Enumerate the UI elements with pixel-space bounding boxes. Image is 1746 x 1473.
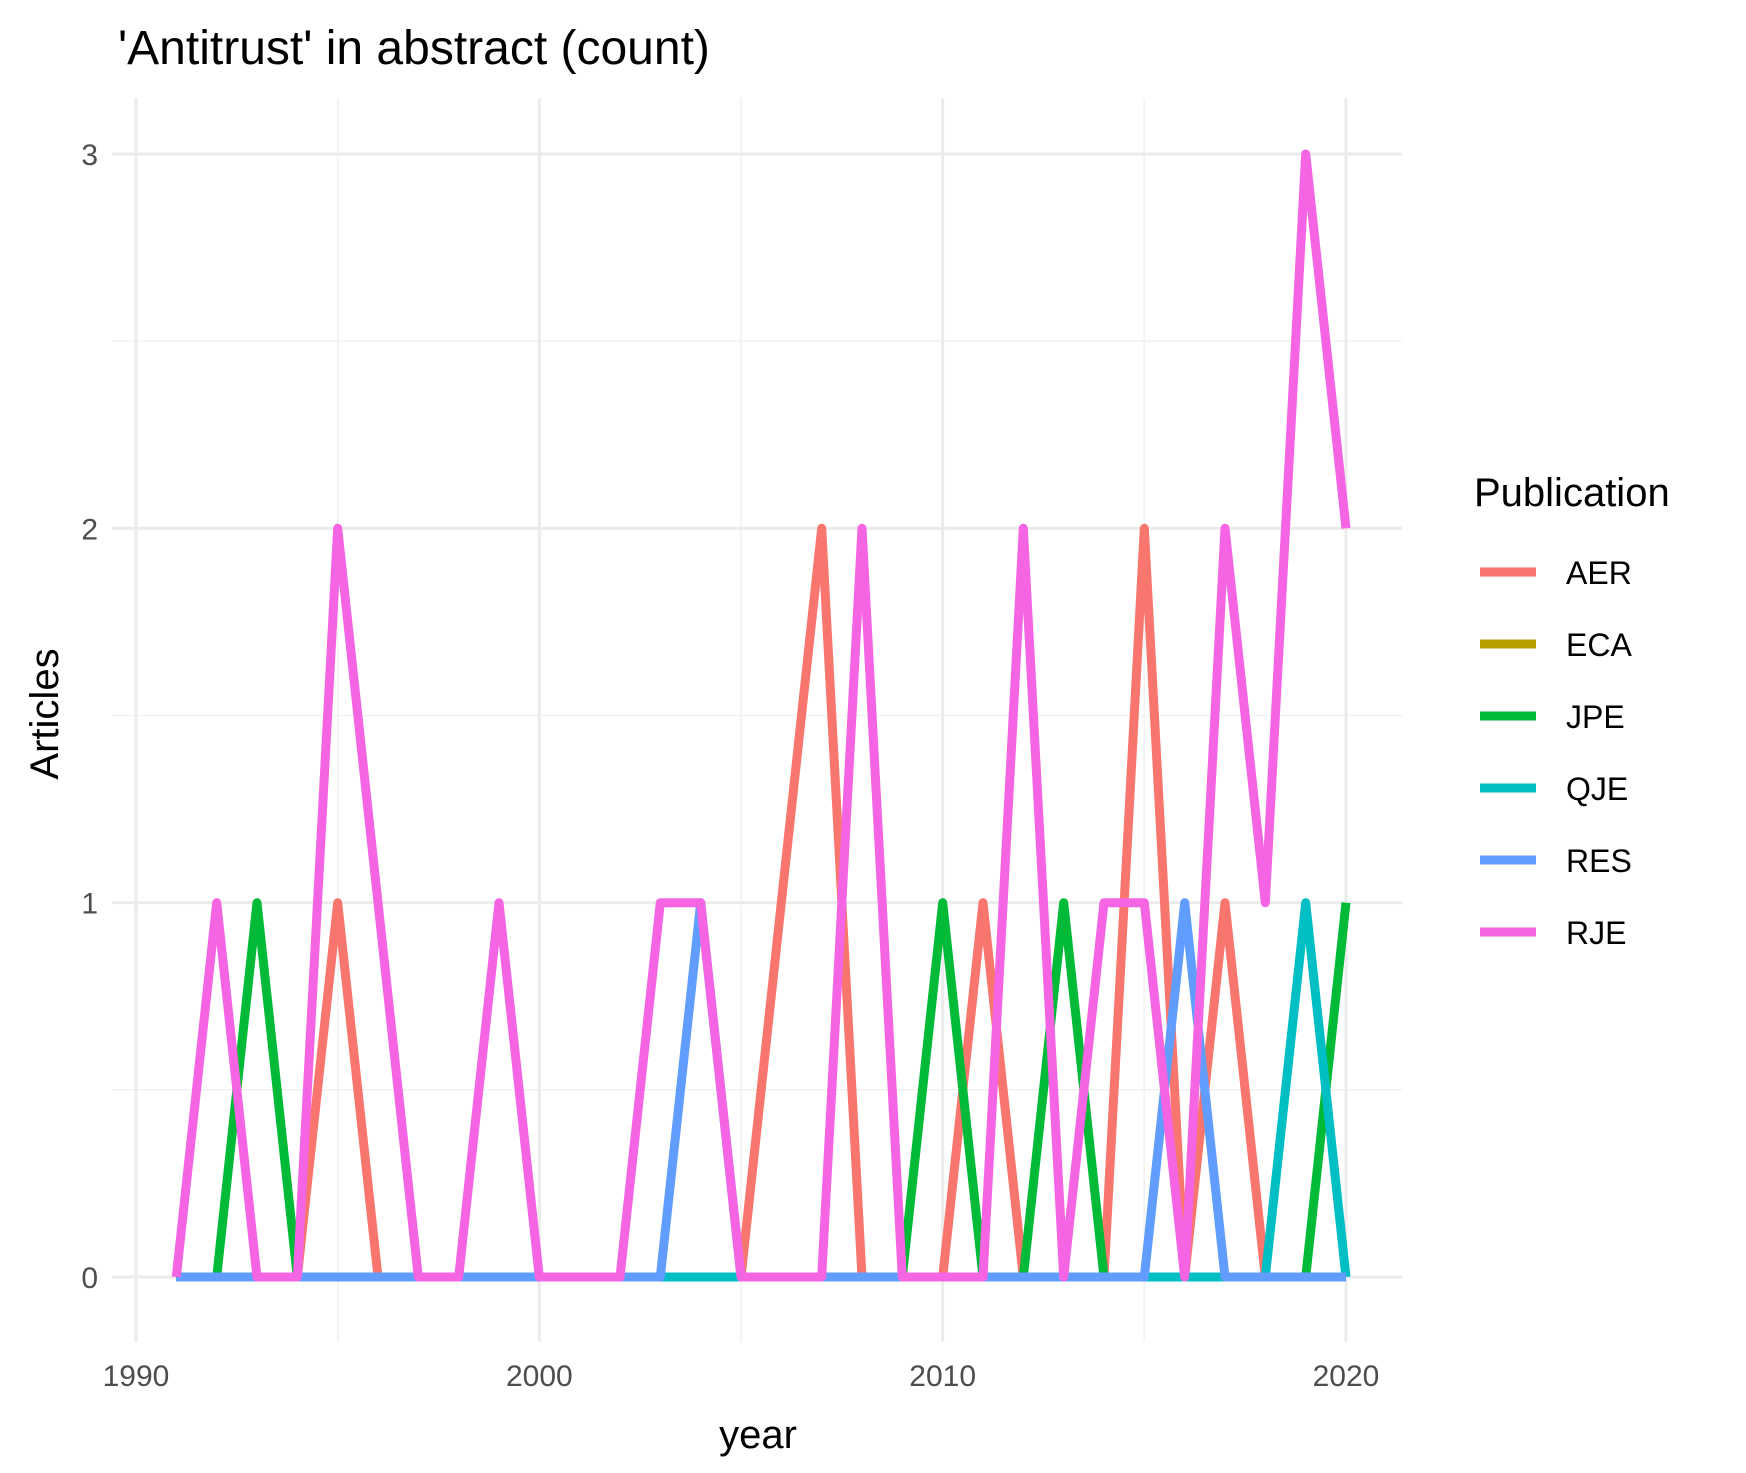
chart-title: 'Antitrust' in abstract (count) [118, 22, 710, 75]
x-tick-label: 2010 [909, 1360, 976, 1393]
x-tick-label: 1990 [103, 1360, 170, 1393]
legend-label-qje: QJE [1566, 771, 1628, 807]
grid [112, 98, 1402, 1342]
y-tick-label: 0 [81, 1262, 98, 1295]
y-axis-title: Articles [23, 648, 67, 779]
series-lines [171, 149, 1351, 1282]
legend: Publication AER ECA JPE QJE RES RJE [1474, 471, 1670, 951]
x-tick-label: 2020 [1313, 1360, 1380, 1393]
y-tick-label: 2 [81, 513, 98, 546]
legend-label-jpe: JPE [1566, 699, 1625, 735]
x-tick-label: 2000 [506, 1360, 573, 1393]
series-line-rje [171, 149, 1351, 1282]
legend-title: Publication [1474, 471, 1670, 515]
series-line-aer [176, 523, 1346, 1282]
x-axis-ticks: 1990 2000 2010 2020 [103, 1360, 1380, 1393]
legend-label-rje: RJE [1566, 915, 1626, 951]
y-tick-label: 3 [81, 139, 98, 172]
legend-label-eca: ECA [1566, 627, 1632, 663]
legend-label-res: RES [1566, 843, 1632, 879]
legend-label-aer: AER [1566, 555, 1632, 591]
y-axis-ticks: 0 1 2 3 [81, 139, 98, 1295]
x-axis-title: year [719, 1413, 797, 1457]
y-tick-label: 1 [81, 888, 98, 921]
